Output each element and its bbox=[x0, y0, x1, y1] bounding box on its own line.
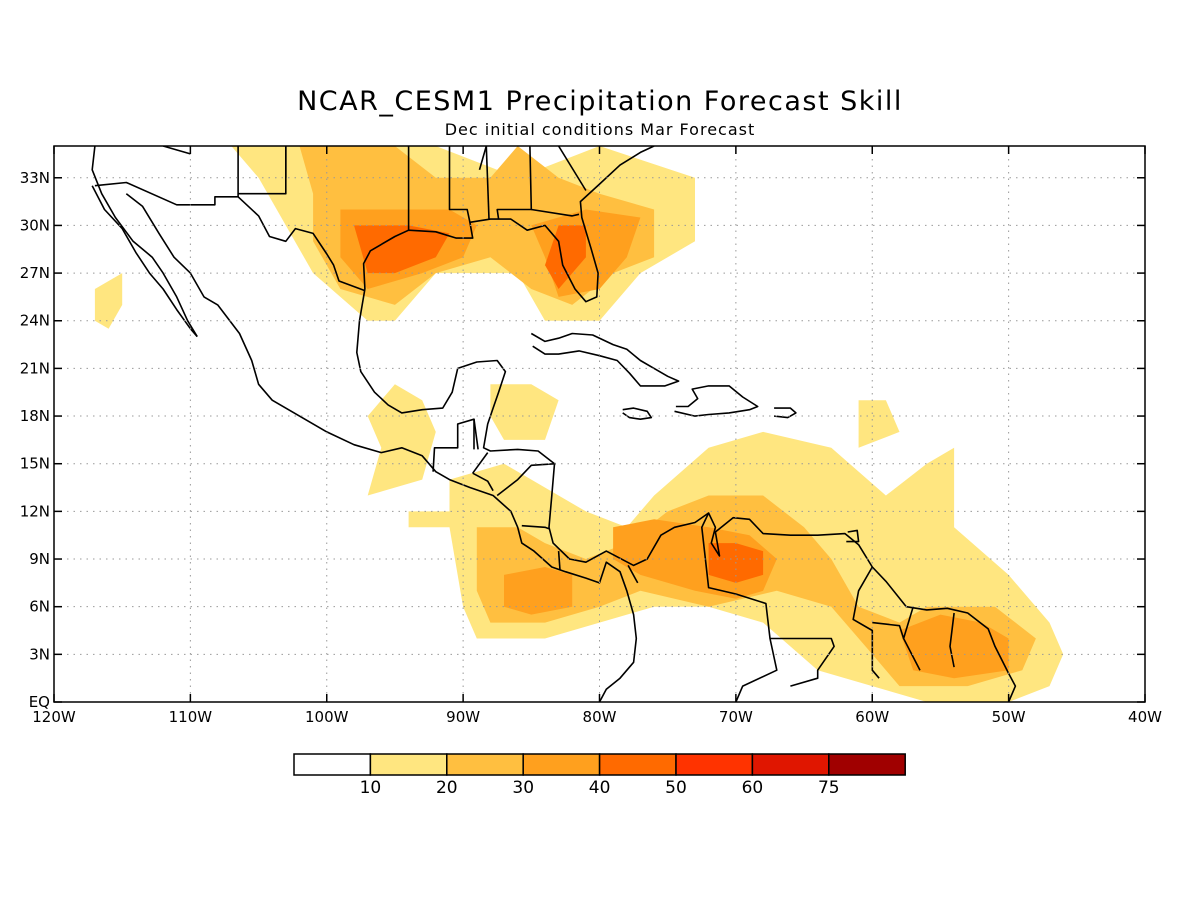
lat-tick-label: 15N bbox=[20, 455, 50, 473]
coastline-segment bbox=[872, 621, 905, 639]
skill-region-mexico-south bbox=[367, 384, 436, 496]
colorbar-swatch bbox=[675, 753, 754, 776]
lon-tick-label: 50W bbox=[992, 708, 1026, 726]
coastline-segment bbox=[770, 637, 835, 687]
coastline-segment bbox=[432, 418, 475, 472]
lon-tick-label: 110W bbox=[169, 708, 213, 726]
coastline-segment bbox=[94, 181, 366, 292]
coastline-segment bbox=[530, 332, 680, 387]
skill-region-guianas bbox=[899, 614, 1009, 679]
axis-ticks: 120W 110W 100W 90W 80W 70W 60W 50W 40W EQ 3N 6N 9N 12… bbox=[20, 146, 1162, 726]
lon-tick-label: 60W bbox=[855, 708, 889, 726]
coastline-segment bbox=[949, 612, 955, 668]
colorbar-swatch bbox=[369, 753, 448, 776]
coastline-segment bbox=[496, 146, 533, 220]
coastline-segment bbox=[472, 452, 489, 474]
coastline-segment bbox=[846, 529, 860, 543]
coastline-segment bbox=[125, 193, 638, 702]
skill-region-atlantic-east bbox=[858, 400, 900, 448]
lon-tick-label: 40W bbox=[1128, 708, 1162, 726]
colorbar-label: 10 bbox=[360, 778, 382, 798]
coastline-segment bbox=[448, 146, 471, 223]
coastline-segment bbox=[496, 462, 556, 497]
skill-region-yucatan-east bbox=[490, 384, 559, 440]
colorbar-label: 30 bbox=[512, 778, 534, 798]
lon-tick-label: 100W bbox=[305, 708, 349, 726]
colorbar-swatch bbox=[446, 753, 524, 776]
lon-tick-label: 80W bbox=[583, 708, 617, 726]
coastline-segment bbox=[162, 146, 191, 155]
coastline-segment bbox=[473, 419, 479, 450]
skill-shading-layer bbox=[94, 146, 1064, 702]
coastline-segment bbox=[521, 524, 550, 530]
lat-tick-label: 3N bbox=[29, 645, 50, 663]
coastline-layer bbox=[91, 146, 1017, 702]
colorbar-swatch bbox=[598, 753, 677, 776]
coastline-segment bbox=[557, 146, 587, 191]
skill-region-texas-louisiana bbox=[354, 225, 450, 274]
coastline-segment bbox=[362, 146, 655, 303]
colorbar: 10 20 30 40 50 60 75 bbox=[293, 753, 906, 798]
lat-tick-label: 30N bbox=[20, 216, 50, 234]
colorbar-label: 20 bbox=[436, 778, 458, 798]
coastline-segment bbox=[622, 407, 653, 421]
lon-tick-label: 120W bbox=[32, 708, 76, 726]
coastline-segment bbox=[485, 146, 490, 220]
lat-tick-label: 27N bbox=[20, 264, 50, 282]
lat-tick-label: 12N bbox=[20, 502, 50, 520]
skill-region-honduras bbox=[504, 567, 573, 615]
colorbar-swatch bbox=[293, 753, 372, 776]
coastline-segment bbox=[91, 185, 198, 338]
lat-tick-label: 18N bbox=[20, 407, 50, 425]
colorbar-label: 60 bbox=[742, 778, 764, 798]
lat-tick-label: 6N bbox=[29, 598, 50, 616]
coastline-segment bbox=[355, 288, 1017, 702]
colorbar-swatch bbox=[522, 753, 601, 776]
colorbar-label: 75 bbox=[818, 778, 840, 798]
lat-tick-label: 24N bbox=[20, 312, 50, 330]
lat-tick-label: EQ bbox=[29, 693, 50, 711]
lon-tick-label: 70W bbox=[719, 708, 753, 726]
coastline-segment bbox=[674, 385, 759, 417]
colorbar-swatch bbox=[751, 753, 830, 776]
coastline-segment bbox=[91, 146, 198, 338]
map-title: NCAR_CESM1 Precipitation Forecast Skill bbox=[297, 86, 903, 117]
lat-tick-label: 21N bbox=[20, 359, 50, 377]
coastline-segment bbox=[531, 208, 580, 217]
lon-tick-label: 90W bbox=[446, 708, 480, 726]
map-subtitle: Dec initial conditions Mar Forecast bbox=[444, 120, 756, 139]
colorbar-label: 50 bbox=[665, 778, 687, 798]
lat-tick-label: 33N bbox=[20, 169, 50, 187]
coastline-segment bbox=[627, 565, 639, 584]
coastline-segment bbox=[774, 407, 797, 419]
coastline-segment bbox=[478, 146, 488, 171]
coastline-segment bbox=[852, 566, 880, 679]
coastline-segment bbox=[472, 472, 494, 492]
coastline-segment bbox=[700, 512, 778, 702]
coastline-segment bbox=[557, 551, 561, 571]
skill-region-mexico-west bbox=[94, 273, 123, 329]
colorbar-swatch bbox=[828, 753, 906, 776]
lat-tick-label: 9N bbox=[29, 550, 50, 568]
colorbar-label: 40 bbox=[589, 778, 611, 798]
